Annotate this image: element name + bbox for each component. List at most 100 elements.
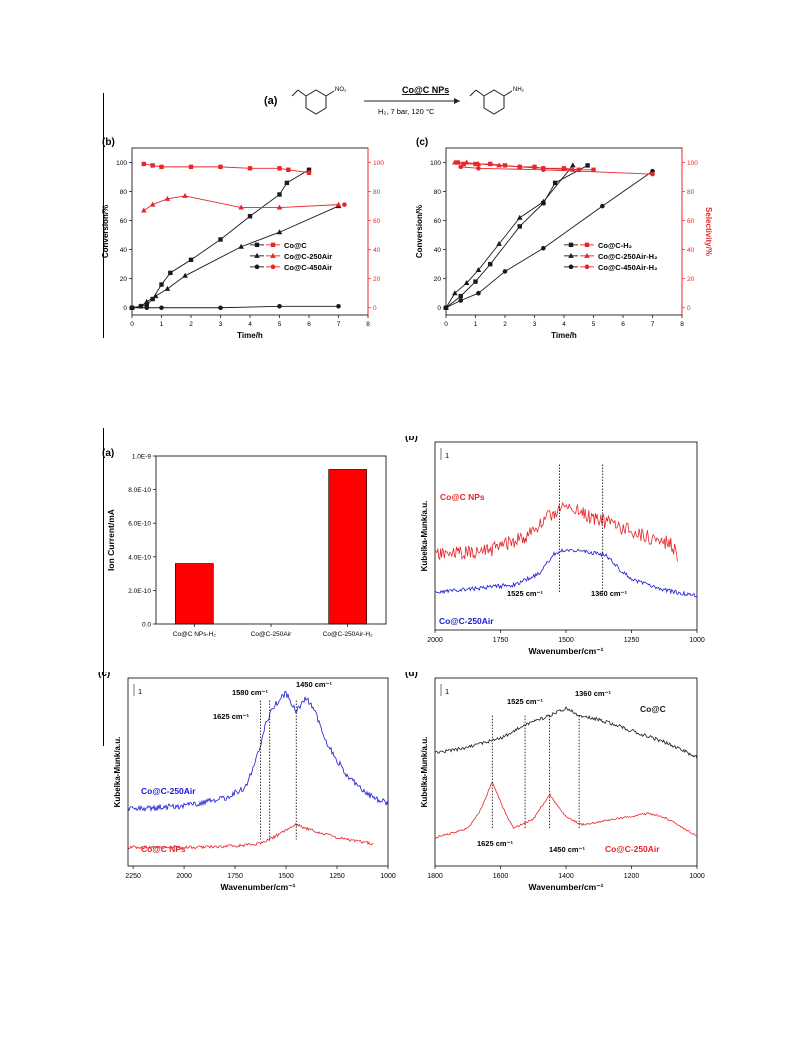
data-point: [218, 164, 223, 170]
legend-marker: [254, 252, 260, 258]
bar-1: [175, 563, 214, 625]
data-point: [276, 204, 283, 210]
panel-label: (b): [102, 137, 115, 148]
data-point: [277, 192, 282, 197]
y2-axis-label: Selectivity/%: [704, 207, 713, 256]
y-tick-label: 0.0: [142, 622, 151, 629]
plot-frame: [445, 147, 683, 316]
x-tick-label: 1750: [493, 637, 509, 644]
data-point: [141, 161, 146, 167]
y-tick-label: 8.0E-10: [128, 487, 151, 494]
legend-marker: [254, 264, 260, 270]
x-tick-label: 2250: [125, 873, 141, 880]
panel-label: (c): [416, 137, 428, 148]
data-point: [576, 167, 581, 172]
plot-frame: [434, 441, 698, 631]
legend-marker: [568, 252, 574, 258]
y-tick-label: 0: [437, 305, 441, 312]
y-axis-label: Ion Current/mA: [106, 509, 116, 571]
x-tick-label: 0: [130, 321, 134, 328]
x-tick-label: 1200: [624, 873, 640, 880]
margin-rule-top: [103, 93, 104, 338]
data-point: [585, 163, 590, 168]
series-line-coc250airh: [445, 165, 574, 308]
x-tick-label: 6: [307, 321, 311, 328]
legend-label: Co@C-450Air-H₂: [598, 263, 657, 272]
data-point: [336, 303, 341, 309]
legend-marker: [584, 252, 590, 258]
x-tick-label: 2: [503, 321, 507, 328]
data-point: [458, 164, 464, 170]
legend-marker: [584, 242, 590, 248]
data-point: [159, 305, 164, 311]
y-tick-label: 20: [434, 276, 442, 283]
y2-tick-label: 40: [373, 247, 381, 254]
x-tick-label: 1: [474, 321, 478, 328]
data-point: [591, 167, 596, 172]
data-point: [277, 166, 282, 171]
series-line-coc450air: [132, 305, 339, 309]
y-tick-label: 1.0E-9: [132, 454, 152, 461]
data-point: [475, 160, 482, 166]
plot-frame: [127, 677, 389, 867]
x-tick-label: 1000: [689, 637, 705, 644]
peak-label: 1580 cm⁻¹: [232, 688, 269, 697]
peak-label: 1525 cm⁻¹: [507, 589, 544, 598]
legend-marker: [584, 264, 590, 270]
data-point: [463, 159, 470, 165]
x-axis-label: Wavenumber/cm⁻¹: [528, 646, 603, 656]
scheme-conditions: H₂, 7 bar, 120 °C: [378, 107, 435, 116]
y2-tick-label: 100: [687, 160, 698, 167]
data-point: [476, 290, 481, 296]
drift-spectrum-c: 2250 2000 1750 1500 1250 1000 Wavenumber/cm⁻¹ K…: [98, 672, 396, 892]
data-point: [458, 298, 464, 303]
category-label: Co@C-250Air-H₂: [323, 631, 373, 638]
data-point: [541, 245, 546, 251]
data-point: [517, 224, 522, 229]
data-point: [150, 163, 155, 168]
data-point: [150, 296, 155, 302]
product-amine-group: NH₂: [513, 87, 525, 93]
panel-label: (d): [405, 672, 418, 679]
y2-tick-label: 60: [687, 218, 695, 225]
y-tick-label: 100: [116, 160, 127, 167]
x-tick-label: 4: [562, 321, 566, 328]
conversion-chart-b: 0 1 2 3 4 5 6 7 8020406080100020406080100Time/hC…: [101, 137, 384, 340]
y-tick-label: 0: [123, 305, 127, 312]
x-tick-label: 1250: [624, 637, 640, 644]
y2-tick-label: 20: [687, 276, 695, 283]
data-point: [149, 201, 156, 207]
x-tick-label: 1000: [689, 873, 705, 880]
peak-label: 1625 cm⁻¹: [477, 839, 514, 848]
data-point: [561, 166, 567, 171]
spectrum-coc250air: [127, 690, 389, 813]
data-point: [188, 164, 194, 170]
y-axis-label: Kubelka-Munk/a.u.: [113, 737, 122, 808]
data-point: [159, 282, 164, 287]
reactant-structure: [291, 89, 335, 115]
legend-marker: [254, 242, 260, 248]
product-structure: [469, 89, 513, 115]
data-point: [218, 237, 223, 242]
data-point: [475, 266, 482, 272]
x-tick-label: 5: [592, 321, 596, 328]
category-label: Co@C NPs-H₂: [173, 631, 217, 638]
y2-tick-label: 40: [687, 247, 695, 254]
x-tick-label: 8: [366, 321, 370, 328]
x-tick-label: 6: [621, 321, 625, 328]
x-tick-label: 1750: [227, 873, 243, 880]
data-point: [276, 229, 283, 235]
peak-label: 1360 cm⁻¹: [591, 589, 628, 598]
x-tick-label: 2000: [176, 873, 192, 880]
data-point: [488, 261, 493, 267]
data-point: [458, 293, 463, 299]
data-point: [443, 305, 449, 311]
legend-marker: [270, 264, 276, 270]
peak-label: 1525 cm⁻¹: [507, 697, 544, 706]
spectrum-cocnps: [127, 822, 374, 850]
y-tick-label: 2.0E-10: [128, 588, 151, 595]
data-point: [306, 170, 312, 175]
spectrum-coc: [434, 706, 698, 759]
x-tick-label: 1500: [278, 873, 294, 880]
data-point: [516, 163, 523, 169]
